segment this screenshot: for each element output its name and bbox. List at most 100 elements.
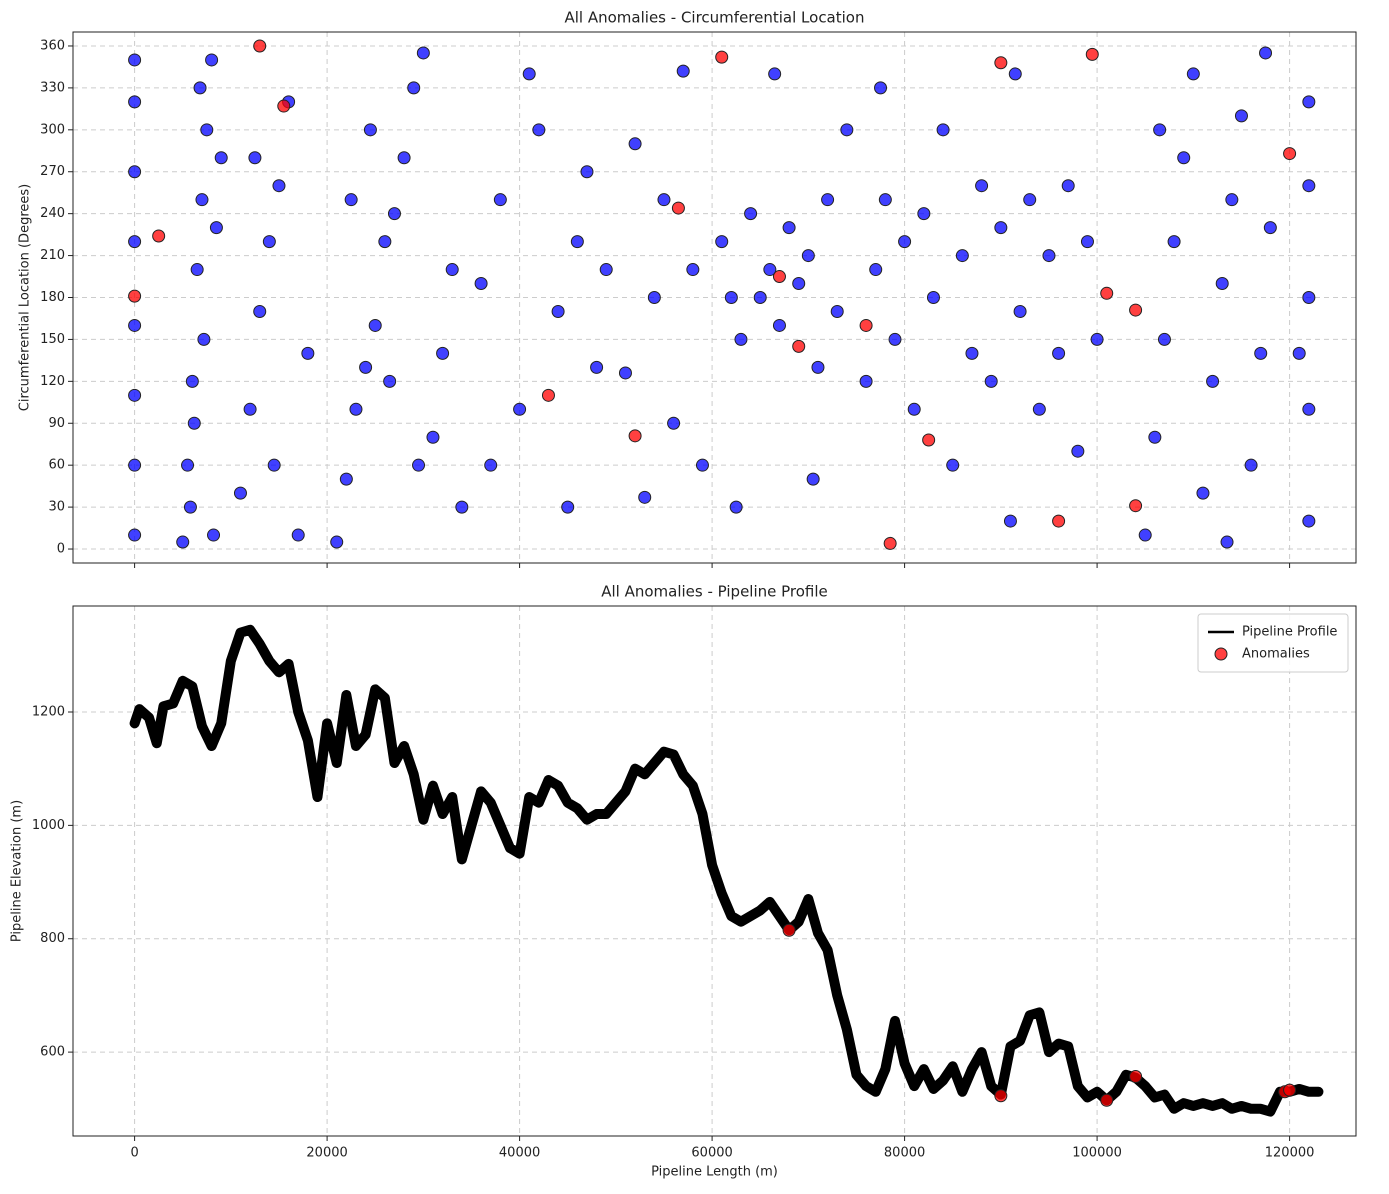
- x-tick-label: 60000: [691, 1146, 732, 1161]
- point: [1292, 346, 1306, 360]
- point: [1234, 109, 1248, 123]
- point: [599, 263, 613, 277]
- point: [493, 193, 507, 207]
- point: [1129, 303, 1143, 317]
- x-axis-label: Pipeline Length (m): [651, 1165, 778, 1180]
- y-tick-label: 180: [40, 290, 65, 305]
- point: [580, 165, 594, 179]
- point: [1023, 193, 1037, 207]
- point: [532, 123, 546, 137]
- x-tick-label: 120000: [1265, 1146, 1315, 1161]
- point: [1302, 402, 1316, 416]
- point: [1177, 151, 1191, 165]
- point: [695, 458, 709, 472]
- point: [628, 137, 642, 151]
- y-tick-label: 150: [40, 332, 65, 347]
- point: [1153, 123, 1167, 137]
- point: [1129, 499, 1143, 513]
- point: [946, 458, 960, 472]
- y-tick-label: 60: [48, 458, 65, 473]
- point: [782, 923, 796, 937]
- y-axis-label: Circumferential Location (Degrees): [18, 184, 33, 411]
- point: [994, 1089, 1008, 1103]
- y-tick-label: 360: [40, 38, 65, 53]
- point: [1100, 1093, 1114, 1107]
- point: [984, 374, 998, 388]
- point: [359, 360, 373, 374]
- point: [1085, 47, 1099, 61]
- y-tick-label: 600: [40, 1045, 65, 1060]
- y-tick-label: 90: [48, 416, 65, 431]
- point: [965, 346, 979, 360]
- point: [1052, 346, 1066, 360]
- point: [474, 277, 488, 291]
- point: [484, 458, 498, 472]
- point: [859, 374, 873, 388]
- axes-frame: [72, 31, 1357, 564]
- point: [1244, 458, 1258, 472]
- point: [936, 123, 950, 137]
- point: [874, 81, 888, 95]
- point: [994, 221, 1008, 235]
- point: [128, 318, 142, 332]
- y-tick-label: 1000: [32, 818, 65, 833]
- y-tick-label: 300: [40, 122, 65, 137]
- point: [1080, 235, 1094, 249]
- point: [152, 229, 166, 243]
- x-tick-label: 80000: [884, 1146, 925, 1161]
- point: [207, 528, 221, 542]
- point: [1263, 221, 1277, 235]
- point: [1003, 514, 1017, 528]
- point: [407, 81, 421, 95]
- y-tick-label: 800: [40, 931, 65, 946]
- point: [128, 528, 142, 542]
- y-tick-label: 30: [48, 500, 65, 515]
- point: [1061, 179, 1075, 193]
- point: [772, 270, 786, 284]
- point: [955, 249, 969, 263]
- point: [811, 360, 825, 374]
- point: [195, 193, 209, 207]
- point: [1013, 304, 1027, 318]
- point: [676, 64, 690, 78]
- point: [383, 374, 397, 388]
- axes-frame: [72, 605, 1357, 1137]
- point: [128, 95, 142, 109]
- point: [205, 53, 219, 67]
- point: [1302, 291, 1316, 304]
- point: [128, 165, 142, 179]
- point: [618, 366, 632, 380]
- y-tick-label: 330: [40, 80, 65, 95]
- point: [200, 123, 214, 137]
- x-tick-label: 0: [130, 1146, 138, 1161]
- point: [185, 374, 199, 388]
- point: [922, 433, 936, 447]
- point: [830, 304, 844, 318]
- y-tick-label: 270: [40, 164, 65, 179]
- point: [753, 291, 767, 304]
- point: [1215, 277, 1229, 291]
- point: [349, 402, 363, 416]
- x-tick-label: 20000: [306, 1146, 347, 1161]
- point: [301, 346, 315, 360]
- y-tick-label: 1200: [32, 705, 65, 720]
- point: [541, 388, 555, 402]
- point: [248, 151, 262, 165]
- point: [272, 179, 286, 193]
- point: [806, 472, 820, 486]
- x-tick-label: 100000: [1072, 1146, 1122, 1161]
- point: [1071, 444, 1085, 458]
- point: [1206, 374, 1220, 388]
- point: [1283, 147, 1297, 161]
- point: [412, 458, 426, 472]
- point: [209, 221, 223, 235]
- point: [878, 193, 892, 207]
- y-tick-label: 0: [57, 542, 65, 557]
- point: [768, 67, 782, 81]
- point: [907, 402, 921, 416]
- point: [898, 235, 912, 249]
- point: [416, 46, 430, 60]
- point: [1283, 1083, 1297, 1097]
- point: [883, 536, 897, 550]
- point: [763, 263, 777, 277]
